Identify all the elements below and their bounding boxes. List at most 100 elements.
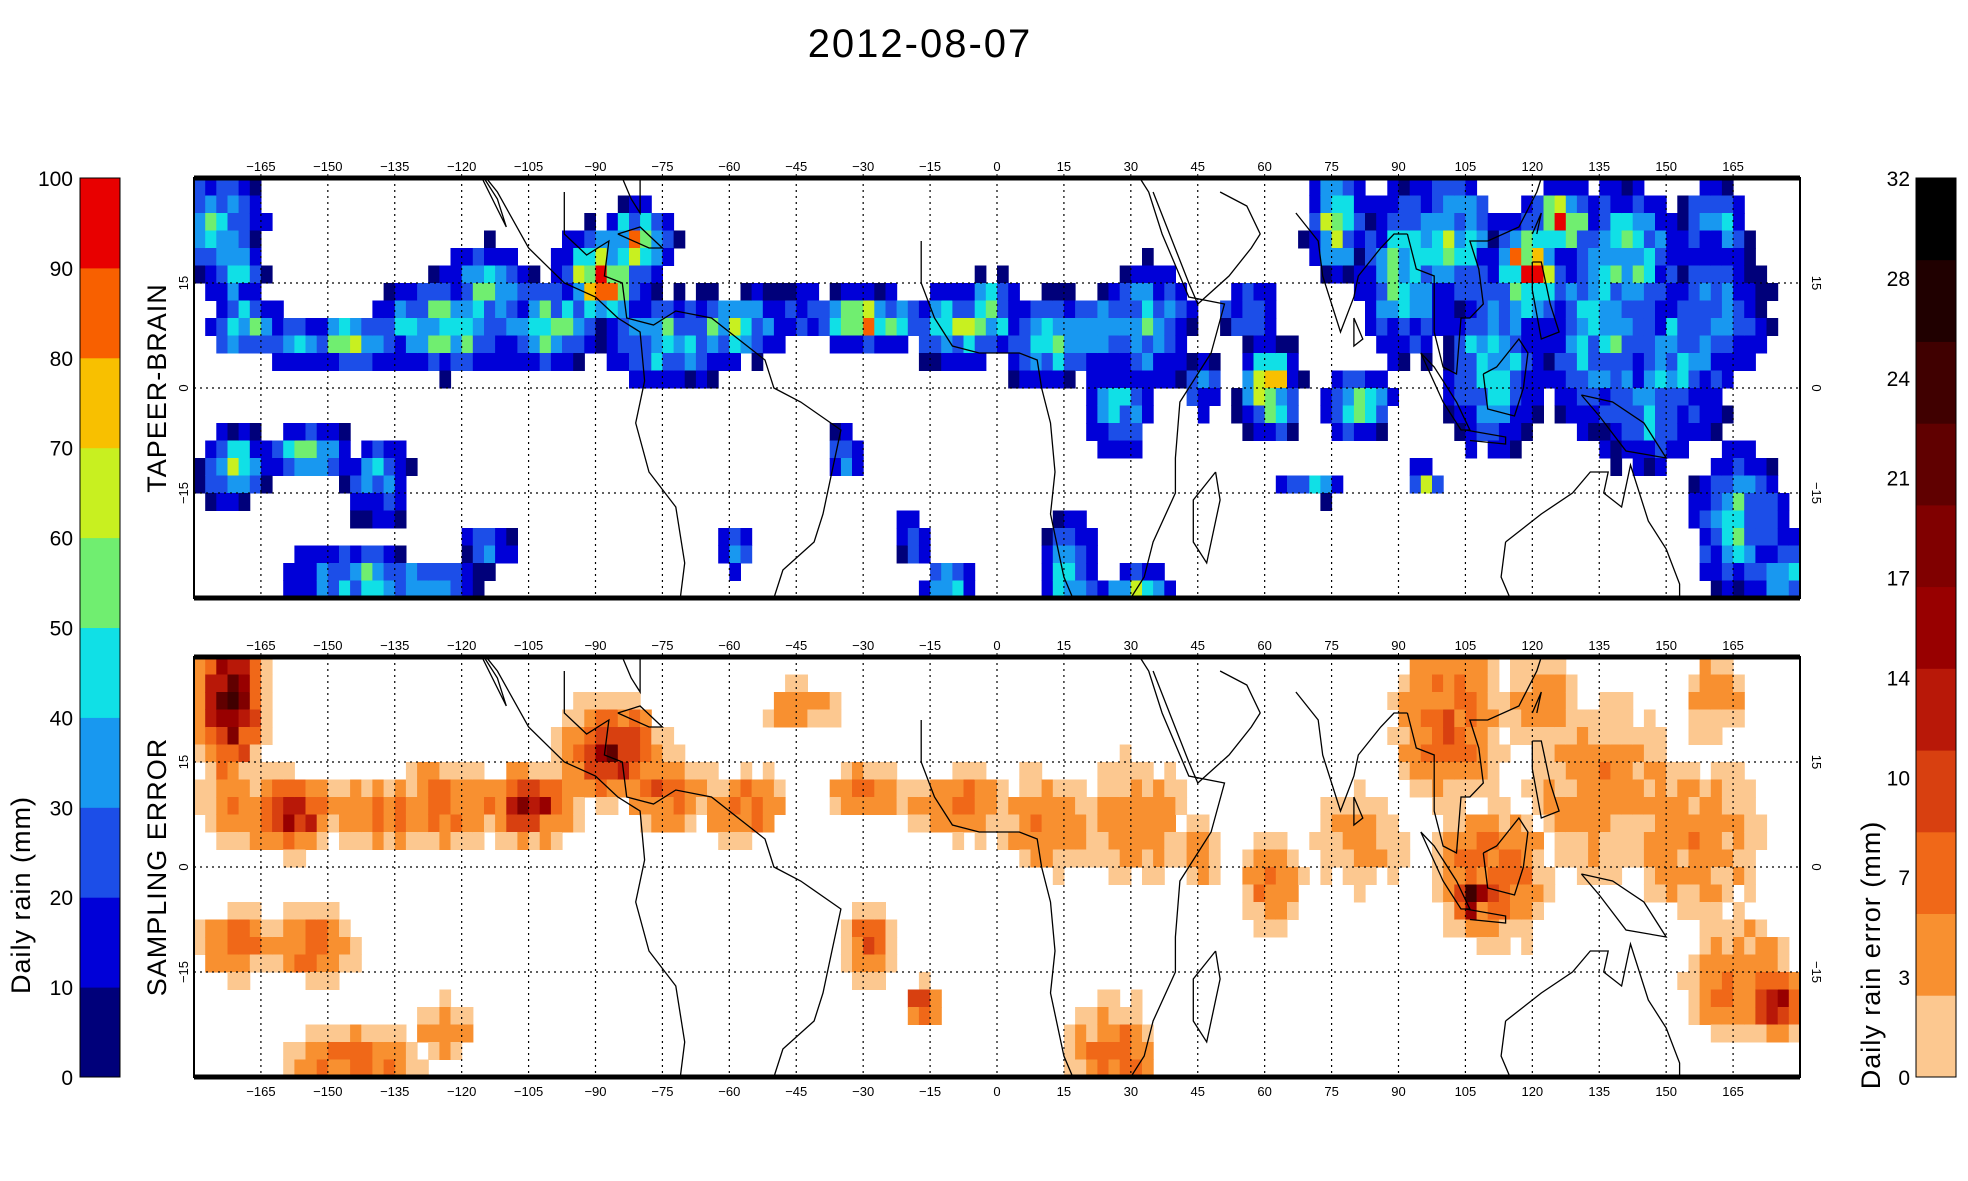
grid-cell [1666,762,1678,780]
grid-cell [305,919,318,938]
grid-cell [985,335,998,354]
grid-cell [796,709,808,728]
grid-cell [1487,213,1500,231]
grid-cell [1398,335,1411,354]
grid-cell [1677,779,1689,798]
grid-cell [584,744,596,763]
grid-cell [1532,318,1544,336]
grid-cell [495,814,507,833]
grid-cell [495,283,507,301]
grid-cell [1320,849,1333,868]
grid-cell [1454,849,1466,868]
grid-cell [662,370,675,389]
grid-cell [1432,709,1444,728]
grid-cell [1521,370,1533,389]
grid-cell [1432,832,1444,850]
grid-cell [863,318,875,336]
grid-cell [350,797,362,815]
grid-cell [1420,779,1433,798]
coastline [1192,471,1221,565]
grid-cell [194,230,206,249]
grid-cell [327,563,340,581]
grid-cell [606,318,619,336]
grid-cell [662,744,675,763]
grid-cell [1733,814,1745,833]
grid-cell [1721,762,1734,780]
grid-cell [885,762,898,780]
grid-cell [1264,300,1277,319]
grid-cell [1175,797,1188,815]
grid-cell [350,1059,362,1077]
grid-cell [1119,318,1132,336]
grid-cell [1777,493,1790,511]
grid-cell [1465,388,1478,406]
grid-cell [985,300,998,319]
grid-cell [1721,919,1734,938]
grid-cell [617,195,630,214]
grid-cell [1621,248,1634,266]
grid-cell [350,353,362,371]
grid-cell [1643,779,1656,798]
grid-cell [1643,744,1656,763]
lon-tick-label-bottom: −150 [313,1084,342,1099]
grid-cell [1788,1024,1800,1043]
grid-cell [1632,388,1645,406]
grid-cell [1699,423,1712,441]
grid-cell [428,832,440,850]
grid-cell [974,814,987,833]
grid-cell [640,300,652,319]
grid-cell [1342,195,1355,214]
grid-cell [1721,937,1734,955]
grid-cell [1443,335,1455,354]
grid-cell [1632,353,1645,371]
grid-cell [1498,283,1511,301]
grid-cell [896,797,909,815]
lon-tick-label-top: −30 [852,638,874,653]
grid-cell [1253,335,1266,354]
grid-cell [1275,832,1288,850]
grid-cell [238,440,251,459]
grid-cell [1153,300,1165,319]
grid-cell [1632,423,1645,441]
grid-cell [1565,265,1578,284]
grid-cell [1008,370,1020,389]
coastline [1295,691,1408,813]
grid-cell [205,458,217,476]
grid-cell [1108,440,1121,459]
grid-cell [1610,353,1623,371]
grid-cell [238,248,251,266]
grid-cell [484,248,496,266]
grid-cell [1521,405,1533,424]
colorbar-swatch [1916,586,1956,669]
grid-cell [1342,265,1355,284]
grid-cell [1721,370,1734,389]
grid-cell [1643,849,1656,868]
grid-cell [1655,797,1667,815]
grid-cell [372,814,385,833]
grid-cell [1576,744,1589,763]
grid-cell [1655,370,1667,389]
grid-cell [1755,989,1768,1008]
grid-cell [283,580,295,598]
grid-cell [1454,884,1466,903]
grid-cell [584,318,596,336]
grid-cell [1075,545,1087,564]
grid-cell [1320,265,1333,284]
colorbar-tick-label: 32 [1887,168,1910,191]
grid-cell [640,779,652,798]
grid-cell [461,545,474,564]
grid-cell [941,797,953,815]
grid-cell [1052,528,1065,546]
grid-cell [874,937,886,955]
grid-cell [1655,762,1667,780]
grid-cell [1666,318,1678,336]
grid-cell [1521,423,1533,441]
grid-cell [707,814,719,833]
grid-cell [1699,779,1712,798]
grid-cell [294,814,307,833]
grid-cell [1331,849,1344,868]
grid-cell [1063,300,1076,319]
grid-cell [194,727,206,745]
grid-cell [1387,692,1399,710]
grid-cell [1677,213,1689,231]
